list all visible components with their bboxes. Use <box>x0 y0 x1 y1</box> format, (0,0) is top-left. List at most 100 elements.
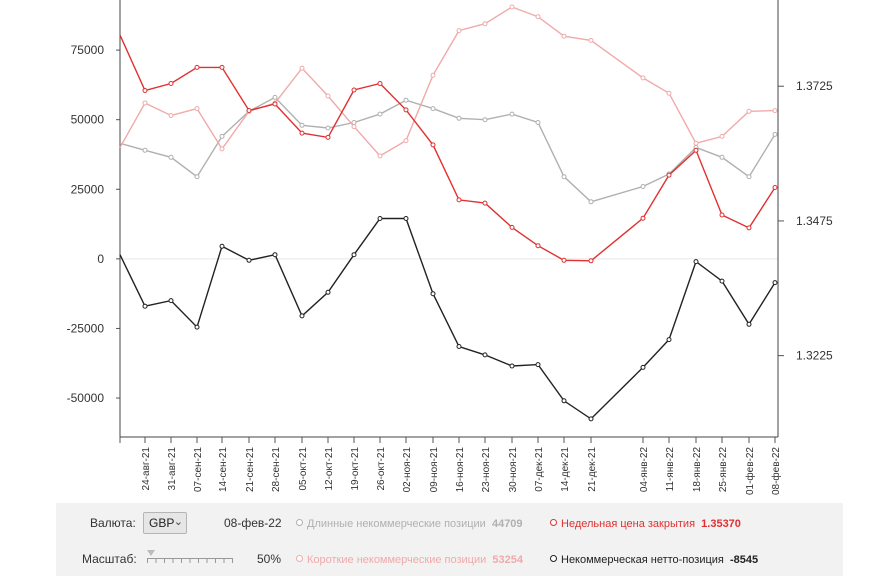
series-point-3 <box>168 298 174 304</box>
x-tick-label: 12-окт-21 <box>324 447 335 491</box>
series-line-0 <box>119 96 776 203</box>
x-tick-label: 14-дек-21 <box>560 447 571 492</box>
series-point-3 <box>272 252 278 258</box>
series-point-3 <box>351 252 357 258</box>
series-point-0 <box>535 120 541 125</box>
series-point-2 <box>168 81 174 86</box>
series-line-3 <box>119 217 776 420</box>
series-point-1 <box>588 37 594 43</box>
series-point-3 <box>246 257 252 263</box>
series-point-3 <box>430 291 436 297</box>
series-point-3 <box>219 243 225 249</box>
series-point-1 <box>482 21 488 27</box>
legend-net[interactable]: Некоммерческая нетто-позиция -8545 <box>550 554 758 566</box>
y-left-tick-label: -25000 <box>67 321 105 335</box>
series-point-3 <box>719 278 725 284</box>
series-point-3 <box>772 280 778 286</box>
x-tick-label: 09-ноя-21 <box>429 447 440 493</box>
x-tick-label: 31-авг-21 <box>167 447 178 491</box>
legend-short[interactable]: Короткие некоммерческие позиции 53254 <box>296 554 523 566</box>
legend-long-value: 44709 <box>491 518 523 530</box>
legend-net-value: -8545 <box>730 554 759 566</box>
x-tick-label: 24-авг-21 <box>141 447 152 491</box>
series-point-2 <box>509 224 515 230</box>
series-point-1 <box>219 146 225 152</box>
series-point-2 <box>430 142 436 148</box>
series-point-0 <box>588 199 594 205</box>
y-right-tick-label: 1.3225 <box>796 349 833 363</box>
scale-slider[interactable] <box>147 550 233 563</box>
series-point-3 <box>142 303 148 309</box>
series-point-3 <box>482 352 488 358</box>
series-point-0 <box>772 131 778 137</box>
series-point-3 <box>377 216 383 221</box>
legend-long-label: Длинные некоммерческие позиции <box>307 518 486 530</box>
slider-thumb-icon[interactable] <box>147 550 155 556</box>
series-point-0 <box>640 184 646 189</box>
legend-price-value: 1.35370 <box>701 518 741 530</box>
series-point-1 <box>325 93 331 99</box>
legend-long[interactable]: Длинные некоммерческие позиции 44709 <box>296 518 523 530</box>
control-panel: Валюта: GBP ⌄ 08-фев-22 Длинные некоммер… <box>56 503 843 576</box>
x-tick-label: 23-ноя-21 <box>481 447 492 493</box>
y-left-tick-label: 75000 <box>71 43 105 57</box>
series-point-1 <box>168 113 174 118</box>
series-point-1 <box>693 140 699 146</box>
series-point-1 <box>142 100 148 106</box>
series-point-3 <box>746 321 752 327</box>
currency-value: GBP <box>149 516 175 530</box>
series-point-3 <box>588 416 594 422</box>
legend-price-label: Недельная цена закрытия <box>561 518 696 530</box>
series-point-0 <box>509 111 515 117</box>
series-point-0 <box>325 125 331 131</box>
scale-value: 50% <box>257 552 282 566</box>
slider-ticks <box>147 559 233 563</box>
series-point-1 <box>403 138 409 144</box>
y-right-tick-label: 1.3725 <box>796 79 833 93</box>
series-point-2 <box>666 172 672 178</box>
x-tick-label: 30-ноя-21 <box>508 447 519 493</box>
cot-chart: 75000 50000 25000 0 -25000 -50000 1.3725 1.3475… <box>67 0 833 495</box>
series-point-0 <box>456 115 462 121</box>
slider-track <box>147 558 233 559</box>
series-point-1 <box>640 75 646 81</box>
series-point-1 <box>299 65 305 71</box>
series-point-0 <box>430 106 436 112</box>
currency-label: Валюта: <box>90 516 136 530</box>
series-point-2 <box>377 81 383 86</box>
series-point-0 <box>194 174 200 180</box>
series-point-2 <box>219 64 225 70</box>
series-point-2 <box>746 225 752 231</box>
x-tick-label: 18-янв-22 <box>692 447 703 493</box>
series-point-1 <box>772 108 778 114</box>
series-point-0 <box>219 133 225 139</box>
series-point-3 <box>561 398 567 404</box>
series-point-3 <box>693 259 699 265</box>
series-point-1 <box>719 133 725 139</box>
y-left-tick-label: 25000 <box>71 182 105 196</box>
x-tick-label: 21-дек-21 <box>587 447 598 492</box>
series-point-1 <box>430 72 436 78</box>
series-point-2 <box>588 258 594 264</box>
series-point-2 <box>299 130 305 136</box>
legend-short-marker-icon <box>296 555 303 562</box>
y-left-tick-label: 0 <box>97 252 104 266</box>
series-point-1 <box>666 90 672 96</box>
series-point-2 <box>142 88 148 93</box>
x-tick-label: 16-ноя-21 <box>455 447 466 493</box>
series-point-2 <box>772 185 778 190</box>
series-point-3 <box>666 337 672 343</box>
legend-price-marker-icon <box>550 519 557 526</box>
y-left-tick-label: -50000 <box>67 391 105 405</box>
y-right-tick-label: 1.3475 <box>796 214 833 228</box>
series-point-3 <box>325 289 331 295</box>
series-point-2 <box>693 147 699 153</box>
x-tick-label: 11-янв-22 <box>665 447 676 492</box>
series-point-0 <box>403 97 409 103</box>
legend-price[interactable]: Недельная цена закрытия 1.35370 <box>550 518 741 530</box>
currency-select[interactable]: GBP ⌄ <box>143 512 187 534</box>
x-tick-label: 07-сен-21 <box>193 447 204 492</box>
series-point-2 <box>535 243 541 249</box>
x-tick-label: 07-дек-21 <box>534 447 545 492</box>
series-point-1 <box>194 106 200 112</box>
